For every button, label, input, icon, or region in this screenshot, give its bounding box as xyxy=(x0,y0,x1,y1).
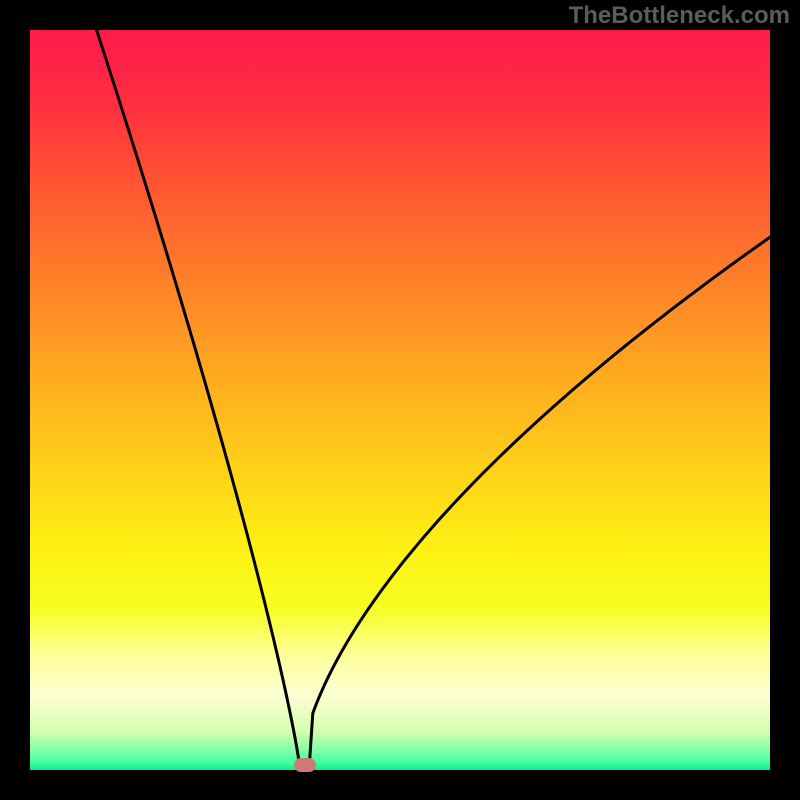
bottleneck-chart xyxy=(0,0,800,800)
watermark-text: TheBottleneck.com xyxy=(569,2,790,30)
gradient-background xyxy=(30,30,770,770)
optimum-marker xyxy=(294,758,316,772)
chart-container: TheBottleneck.com xyxy=(0,0,800,800)
